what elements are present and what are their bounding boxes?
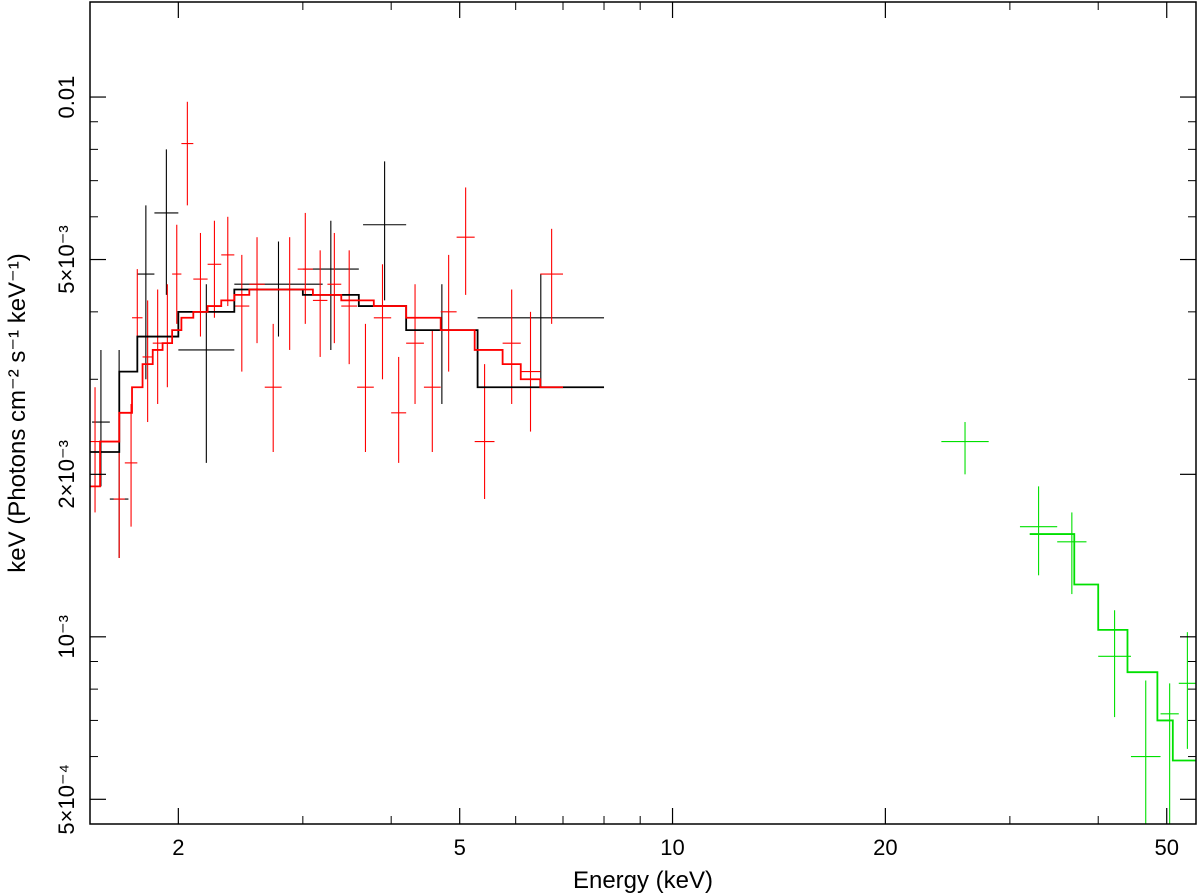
data-point [264,323,282,452]
data-point [327,232,342,344]
data-point [124,403,138,527]
data-point [477,274,605,388]
x-tick-label: 50 [1154,835,1178,860]
data-point [440,254,457,372]
data-point [456,187,475,295]
data-point [178,284,235,463]
x-tick-label: 2 [172,835,184,860]
x-tick-label: 5 [454,835,466,860]
data-point [181,101,194,206]
x-tick-label: 20 [873,835,897,860]
data-point [357,323,374,452]
axis-ticks [90,2,1196,824]
model-curve [90,288,564,488]
y-tick-label: 5×10⁻⁴ [54,764,79,835]
y-tick-label: 2×10⁻³ [54,440,79,509]
data-point [1178,632,1196,749]
data-point [520,311,541,432]
x-axis-label: Energy (keV) [573,867,713,894]
y-tick-label: 10⁻³ [54,615,79,658]
model-curve [1029,533,1196,762]
plot-area [90,101,1196,824]
data-point [142,300,153,423]
data-point [406,284,424,404]
data-point [540,228,564,324]
y-tick-label: 0.01 [54,76,79,119]
data-point [297,212,313,324]
data-point [90,387,101,513]
y-axis-label: keV (Photons cm⁻² s⁻¹ keV⁻¹) [4,253,31,572]
data-point [1057,512,1087,595]
data-point [312,250,328,357]
y-tick-label: 5×10⁻³ [54,225,79,294]
x-tick-label: 10 [660,835,684,860]
data-point [172,224,182,324]
plot-frame [89,1,1197,825]
data-point [363,161,407,301]
data-point [502,289,521,404]
data-point [1098,610,1131,718]
tick-labels: 2 5 10 20 50 5×10⁻⁴ 10⁻³ 2×10⁻³ 5×10⁻³ 0.01 [54,76,1179,860]
data-point [137,205,155,380]
data-point [193,232,208,337]
data-point [1019,486,1058,576]
data-point [941,422,989,475]
data-point [234,254,250,372]
data-point [152,289,163,404]
data-point [341,250,358,365]
data-point [207,220,222,318]
data-point [302,220,359,350]
data-point [221,216,235,307]
data-point [154,149,179,295]
data-point [1160,683,1179,824]
data-point [373,264,392,380]
data-point [281,237,298,350]
data-point [423,330,441,452]
data-point [406,284,478,404]
data-point [391,356,407,463]
data-point [1130,680,1161,824]
